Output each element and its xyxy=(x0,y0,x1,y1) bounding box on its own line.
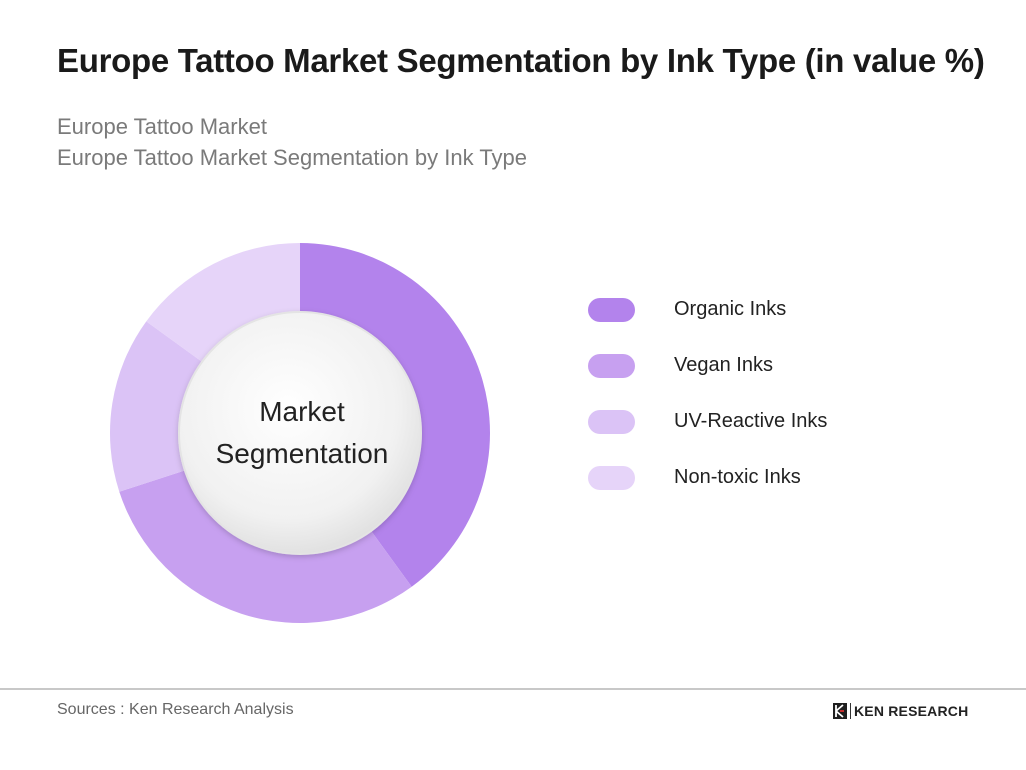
ken-research-logo-icon xyxy=(833,703,847,719)
chart-subtitle-line-2: Europe Tattoo Market Segmentation by Ink… xyxy=(57,145,528,170)
legend-label: Organic Inks xyxy=(674,298,787,320)
logo-text: KEN RESEARCH xyxy=(854,703,969,719)
legend-swatch xyxy=(588,354,635,378)
legend-label: Vegan Inks xyxy=(674,354,773,376)
footer-divider xyxy=(0,688,1026,690)
ken-research-logo: KEN RESEARCH xyxy=(833,702,968,720)
chart-subtitle-line-1: Europe Tattoo Market xyxy=(57,114,267,139)
donut-slice-non-toxic-inks xyxy=(146,243,300,368)
chart-title: Europe Tattoo Market Segmentation by Ink… xyxy=(57,42,985,79)
logo-separator xyxy=(850,703,851,719)
legend-swatch xyxy=(588,410,635,434)
donut-center-disc xyxy=(178,311,422,555)
legend-label: UV-Reactive Inks xyxy=(674,410,828,432)
donut-chart: Market Segmentation xyxy=(109,243,490,623)
center-label-line-1: Market xyxy=(259,396,345,427)
legend-label: Non-toxic Inks xyxy=(674,466,801,488)
center-label-line-2: Segmentation xyxy=(216,438,389,469)
legend-swatch xyxy=(588,298,635,322)
legend-swatch xyxy=(588,466,635,490)
source-note: Sources : Ken Research Analysis xyxy=(57,701,294,718)
